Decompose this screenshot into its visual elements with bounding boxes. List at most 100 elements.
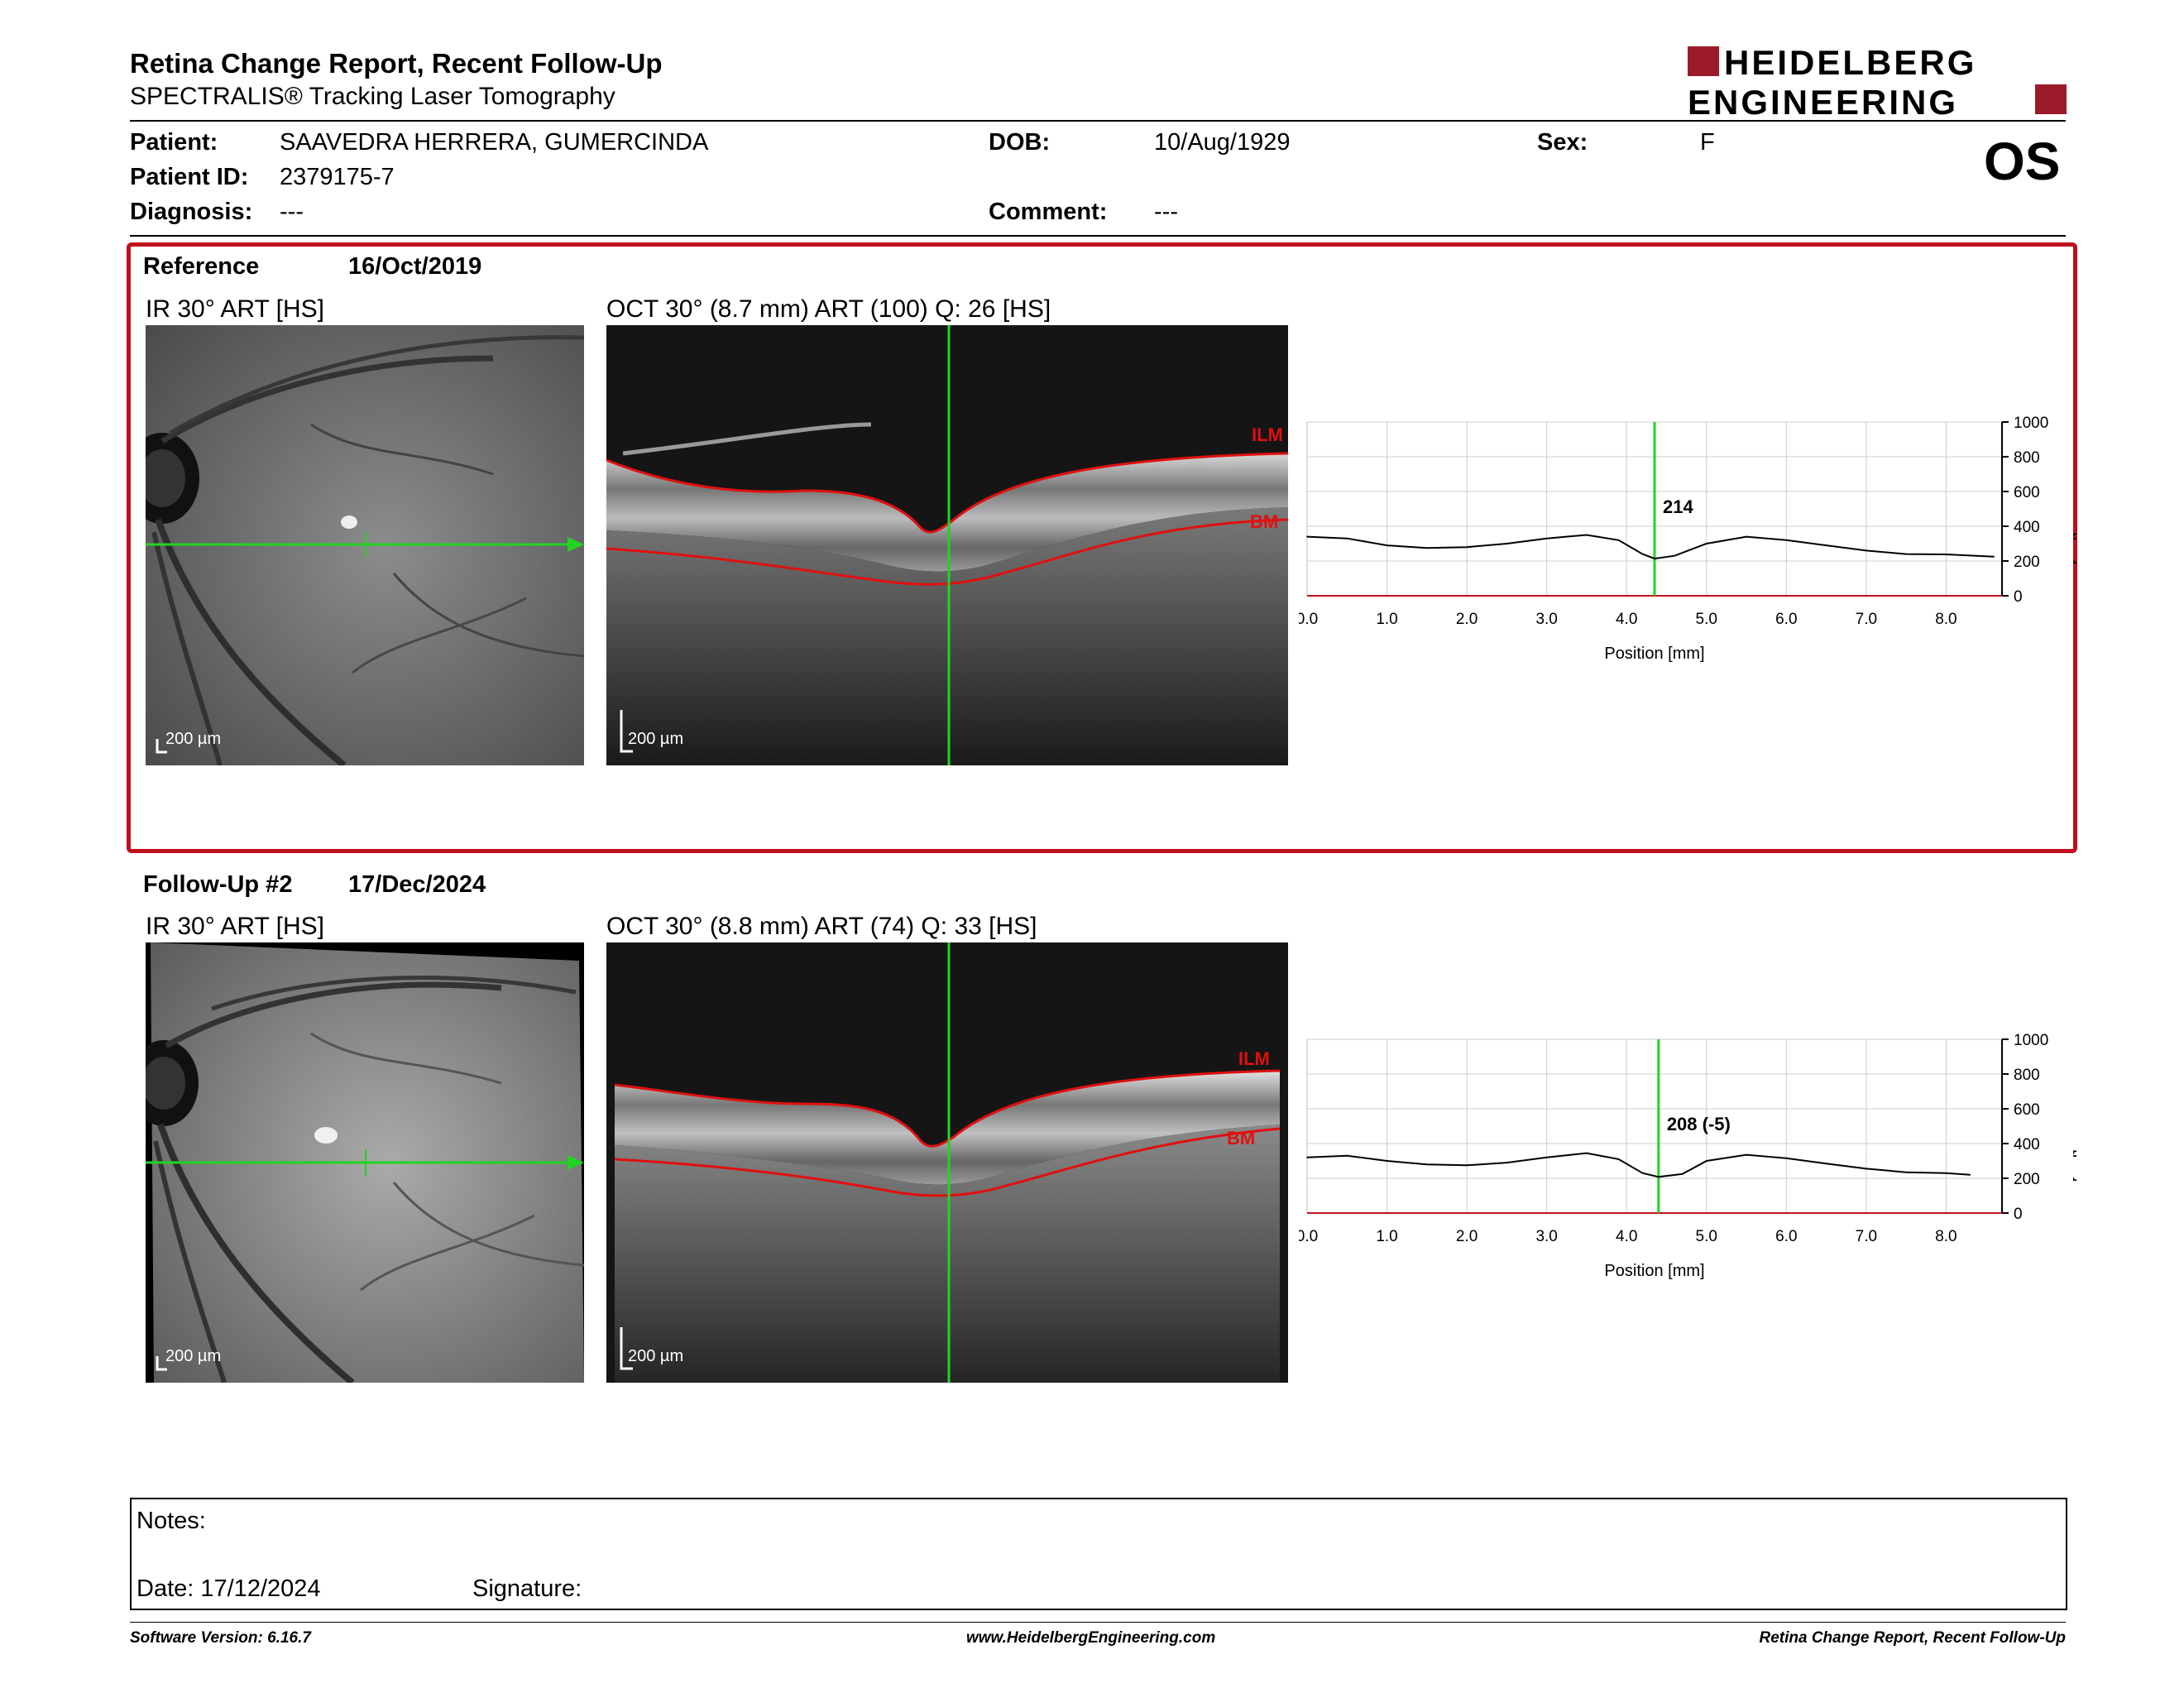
x-tick-label: 8.0 xyxy=(1935,1228,1956,1245)
thickness-point xyxy=(1905,1171,1907,1173)
report-title: Retina Change Report, Recent Follow-Up xyxy=(130,48,663,79)
eye-indicator: OS xyxy=(1984,132,2061,191)
x-tick-label: 1.0 xyxy=(1376,611,1397,628)
marker-value-label: 208 (-5) xyxy=(1667,1114,1731,1134)
thickness-point xyxy=(1993,555,1995,558)
reference-ir-title: IR 30° ART [HS] xyxy=(146,295,324,323)
reference-ir-image[interactable]: 200 µm xyxy=(146,325,584,765)
y-axis-label: Thickness [µm] xyxy=(2072,453,2076,565)
followup-ir-scale: 200 µm xyxy=(165,1347,221,1365)
comment-value: --- xyxy=(1154,199,1178,225)
reference-thickness-chart: 0.0 1.0 2.0 3.0 4.0 5.0 6.0 7.0 8.0 0 200 400 600 800… xyxy=(1299,415,2076,663)
x-tick-label: 2.0 xyxy=(1456,611,1478,628)
footer-software: Software Version: 6.16.7 xyxy=(130,1629,311,1647)
thickness-point xyxy=(1506,1162,1508,1163)
y-tick-label: 600 xyxy=(2014,484,2040,501)
thickness-point xyxy=(1658,1176,1660,1178)
logo-line2: ENGINEERING xyxy=(1688,83,1958,119)
report-subtitle: SPECTRALIS® Tracking Laser Tomography xyxy=(130,83,615,110)
x-tick-label: 3.0 xyxy=(1535,1228,1557,1245)
thickness-point xyxy=(1866,1168,1867,1170)
notes-label: Notes: xyxy=(136,1508,206,1534)
thickness-point xyxy=(1641,553,1644,555)
thickness-point xyxy=(1346,1154,1348,1157)
thickness-point xyxy=(1681,1172,1684,1175)
reference-label: Reference xyxy=(143,253,260,280)
diagnosis-label: Diagnosis: xyxy=(130,199,253,225)
footer-divider xyxy=(130,1622,2066,1623)
thickness-point xyxy=(1746,1153,1747,1156)
followup-ilm-label: ILM xyxy=(1238,1048,1270,1069)
thickness-point xyxy=(1617,1158,1620,1160)
followup-ir-image[interactable]: 200 µm xyxy=(146,942,584,1383)
notes-box[interactable]: Notes: Date: 17/12/2024 Signature: xyxy=(130,1498,2067,1610)
followup-oct-image[interactable]: ILM BM 200 µm xyxy=(606,942,1288,1383)
thickness-point xyxy=(1586,1152,1588,1154)
comment-label: Comment: xyxy=(989,199,1108,225)
y-tick-label: 1000 xyxy=(2014,1032,2048,1049)
thickness-point xyxy=(1746,535,1747,538)
thickness-series-line xyxy=(1306,534,1995,560)
thickness-point xyxy=(1545,537,1548,539)
footer-website[interactable]: www.HeidelbergEngineering.com xyxy=(966,1629,1216,1647)
followup-thickness-chart: 0.0 1.0 2.0 3.0 4.0 5.0 6.0 7.0 8.0 0 200 400 600 800… xyxy=(1299,1032,2076,1280)
y-tick-label: 1000 xyxy=(2014,415,2048,432)
y-axis-label: Thickness [µm] xyxy=(2072,1071,2076,1182)
thickness-point xyxy=(1466,1164,1468,1167)
x-tick-label: 6.0 xyxy=(1775,1228,1797,1245)
followup-oct-scale: 200 µm xyxy=(628,1347,683,1365)
dob-label: DOB: xyxy=(989,129,1051,156)
thickness-point xyxy=(1825,1163,1827,1164)
notes-signature: Signature: xyxy=(472,1575,582,1602)
thickness-point xyxy=(1386,544,1388,546)
x-tick-label: 3.0 xyxy=(1535,611,1557,628)
x-tick-label: 1.0 xyxy=(1376,1228,1397,1245)
reference-oct-image[interactable]: ILM BM 200 µm xyxy=(606,325,1288,765)
patient-id-value: 2379175-7 xyxy=(280,164,395,190)
sex-value: F xyxy=(1700,129,1715,156)
thickness-point xyxy=(1785,1158,1788,1159)
thickness-point xyxy=(1641,1172,1644,1174)
followup-oct-title: OCT 30° (8.8 mm) ART (74) Q: 33 [HS] xyxy=(606,913,1037,940)
patient-name: SAAVEDRA HERRERA, GUMERCINDA xyxy=(280,129,709,156)
thickness-series-line xyxy=(1306,1152,1971,1178)
thickness-point xyxy=(1825,544,1827,546)
y-tick-label: 800 xyxy=(2014,1067,2040,1084)
thickness-point xyxy=(1426,547,1428,549)
heidelberg-logo: HEIDELBERG ENGINEERING xyxy=(1688,43,2067,119)
thickness-point xyxy=(1945,1172,1947,1174)
x-tick-label: 4.0 xyxy=(1616,1228,1637,1245)
x-axis-label: Position [mm] xyxy=(1604,645,1704,663)
followup-date: 17/Dec/2024 xyxy=(348,871,486,898)
reference-bm-label: BM xyxy=(1250,511,1278,532)
patient-id-label: Patient ID: xyxy=(130,164,249,190)
followup-label: Follow-Up #2 xyxy=(143,871,293,898)
patient-label: Patient: xyxy=(130,129,218,156)
thickness-point xyxy=(1617,539,1620,541)
thickness-point xyxy=(1306,535,1308,538)
thickness-point xyxy=(1586,534,1588,536)
thickness-point xyxy=(1545,1157,1548,1158)
reference-date: 16/Oct/2019 xyxy=(348,253,482,280)
thickness-point xyxy=(1346,537,1348,539)
thickness-point xyxy=(1705,1160,1707,1162)
footer-report-name: Retina Change Report, Recent Follow-Up xyxy=(1759,1629,2066,1647)
logo-line1: HEIDELBERG xyxy=(1724,43,1976,82)
y-tick-label: 200 xyxy=(2014,554,2040,571)
x-tick-label: 7.0 xyxy=(1856,1228,1877,1245)
marker-value-label: 214 xyxy=(1663,496,1693,517)
y-tick-label: 400 xyxy=(2014,519,2040,536)
thickness-point xyxy=(1466,546,1468,548)
x-tick-label: 0.0 xyxy=(1299,1228,1318,1245)
reference-frame xyxy=(127,242,2077,853)
x-tick-label: 8.0 xyxy=(1935,611,1956,628)
y-tick-label: 400 xyxy=(2014,1136,2040,1153)
x-tick-label: 0.0 xyxy=(1299,611,1318,628)
y-tick-label: 200 xyxy=(2014,1171,2040,1188)
diagnosis-value: --- xyxy=(280,199,304,225)
thickness-point xyxy=(1969,1174,1971,1176)
thickness-point xyxy=(1654,558,1655,559)
thickness-point xyxy=(1386,1160,1388,1162)
thickness-point xyxy=(1905,553,1907,555)
thickness-point xyxy=(1866,549,1867,552)
